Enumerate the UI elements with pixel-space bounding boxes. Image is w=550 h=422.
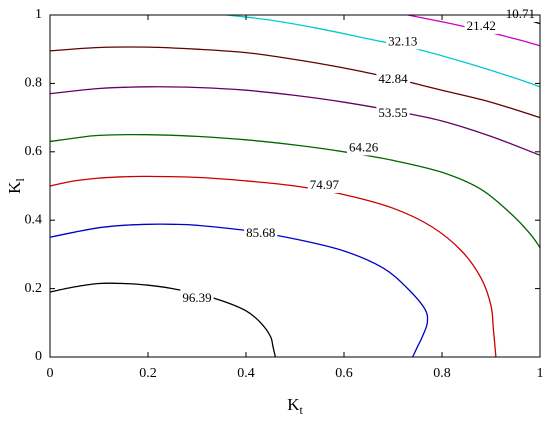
y-tick-label: 0.8	[25, 76, 43, 91]
contour-label-64.26: 64.26	[349, 139, 379, 154]
x-tick-label: 0	[47, 366, 54, 381]
contour-label-10.71: 10.71	[506, 6, 535, 21]
x-tick-label: 0.6	[335, 366, 353, 381]
contour-line-53.55	[49, 86, 541, 156]
contour-label-background	[503, 4, 538, 22]
y-tick-label: 0	[35, 349, 42, 364]
contour-label-background	[376, 104, 410, 122]
y-tick-label: 0.4	[25, 212, 43, 227]
contour-label-layer: 96.39 85.68 74.97 64.26 53.55 42.84 32.13 21.42…	[180, 4, 538, 306]
contour-label-32.13: 32.13	[388, 33, 417, 48]
contour-label-background	[464, 16, 498, 34]
contour-layer	[49, 14, 541, 358]
contour-label-background	[180, 288, 214, 306]
y-tick-label: 0.6	[25, 144, 43, 159]
contour-label-background	[244, 223, 278, 241]
contour-label-background	[346, 138, 381, 156]
contour-label-background	[307, 175, 342, 193]
contour-label-background	[376, 69, 411, 87]
contour-line-85.68	[49, 223, 429, 358]
y-tick-label: 0.2	[25, 281, 43, 296]
x-tick-label: 1	[537, 366, 544, 381]
x-tick-label: 0.4	[237, 366, 255, 381]
plot-frame	[49, 14, 541, 358]
contour-line-42.84	[49, 46, 541, 119]
contour-line-64.26	[49, 133, 541, 248]
contour-label-53.55: 53.55	[378, 105, 407, 120]
contour-label-42.84: 42.84	[378, 71, 408, 86]
contour-label-74.97: 74.97	[310, 177, 340, 192]
contour-label-85.68: 85.68	[246, 225, 275, 240]
contour-label-21.42: 21.42	[467, 18, 496, 33]
x-tick-label: 0.8	[433, 366, 451, 381]
y-axis-label: Kl	[5, 178, 27, 194]
axis-layer: 0 0.2 0.4 0.6 0.8 1 0 0.2 0.4 0.6 0.8 1 Kt Kl	[5, 7, 544, 417]
contour-label-96.39: 96.39	[182, 290, 211, 305]
y-tick-label: 1	[35, 7, 42, 22]
contour-line-96.39	[49, 282, 277, 358]
contour-label-background	[386, 32, 420, 50]
contour-line-74.97	[49, 175, 497, 358]
x-tick-label: 0.2	[139, 366, 157, 381]
x-axis-label: Kt	[287, 395, 303, 417]
